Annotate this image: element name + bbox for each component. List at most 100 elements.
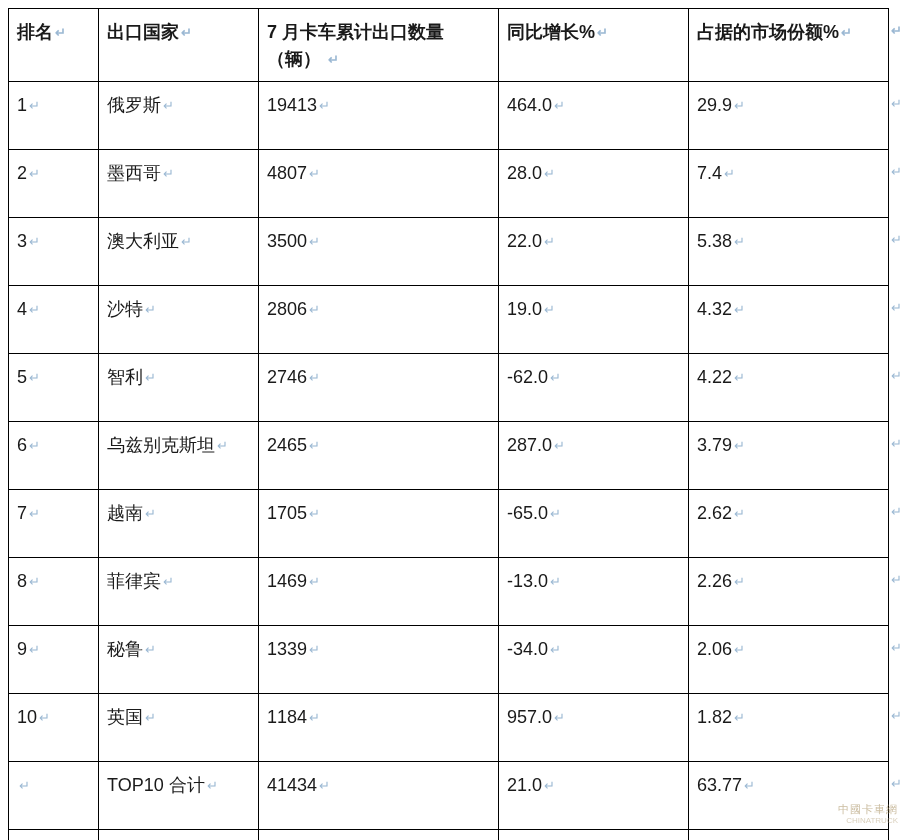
table-row: 5↵智利↵2746↵-62.0↵4.22↵↵ (9, 354, 889, 422)
header-country-text: 出口国家 (107, 22, 179, 42)
paragraph-mark-icon: ↵ (319, 96, 330, 116)
cell-rank-text: 8 (17, 571, 27, 591)
cell-rank-text: 3 (17, 231, 27, 251)
cell-rank-text: 2 (17, 163, 27, 183)
header-rank: 排名↵ (9, 9, 99, 82)
cell-growth-text: 22.0 (507, 231, 542, 251)
paragraph-mark-icon: ↵ (29, 164, 40, 184)
cell-growth-text: -34.0 (507, 639, 548, 659)
cell-share: 3.79↵↵ (689, 422, 889, 490)
cell-rank-text: 10 (17, 707, 37, 727)
cell-growth-text: 464.0 (507, 95, 552, 115)
cell-growth: 19.0↵ (499, 286, 689, 354)
paragraph-mark-icon: ↵ (163, 572, 174, 592)
cell-qty-text: 1184 (267, 707, 307, 727)
cell-country-text: 智利 (107, 367, 143, 387)
header-qty: 7 月卡车累计出口数量 （辆） ↵ (259, 9, 499, 82)
paragraph-mark-icon: ↵ (163, 164, 174, 184)
paragraph-mark-icon: ↵ (145, 300, 156, 320)
paragraph-mark-icon: ↵ (891, 94, 902, 114)
paragraph-mark-icon: ↵ (891, 230, 902, 250)
paragraph-mark-icon: ↵ (544, 164, 555, 184)
cell-rank: 7↵ (9, 490, 99, 558)
cell-qty: 4807↵ (259, 150, 499, 218)
cell-share: 63.77↵↵ (689, 762, 889, 830)
cell-qty: 3500↵ (259, 218, 499, 286)
cell-growth-text: 28.0 (507, 163, 542, 183)
paragraph-mark-icon: ↵ (734, 572, 745, 592)
paragraph-mark-icon: ↵ (309, 300, 320, 320)
paragraph-mark-icon: ↵ (724, 164, 735, 184)
paragraph-mark-icon: ↵ (734, 436, 745, 456)
paragraph-mark-icon: ↵ (39, 708, 50, 728)
cell-country: 秘鲁↵ (99, 626, 259, 694)
paragraph-mark-icon: ↵ (145, 640, 156, 660)
table-row: 7↵越南↵1705↵-65.0↵2.62↵↵ (9, 490, 889, 558)
paragraph-mark-icon: ↵ (734, 232, 745, 252)
paragraph-mark-icon: ↵ (309, 708, 320, 728)
cell-rank-text: 7 (17, 503, 27, 523)
cell-share: 4.32↵↵ (689, 286, 889, 354)
cell-share: 2.26↵↵ (689, 558, 889, 626)
cell-share: 7.4↵↵ (689, 150, 889, 218)
cell-country-text: 秘鲁 (107, 639, 143, 659)
cell-qty: 2746↵ (259, 354, 499, 422)
cell-qty: 1469↵ (259, 558, 499, 626)
cell-qty-text: 2806 (267, 299, 307, 319)
cell-rank: 6↵ (9, 422, 99, 490)
paragraph-mark-icon: ↵ (841, 23, 852, 43)
cell-rank-text: 4 (17, 299, 27, 319)
header-rank-text: 排名 (17, 22, 53, 42)
cell-growth: 28.0↵ (499, 150, 689, 218)
cell-rank: 4↵ (9, 286, 99, 354)
cell-country-text: 澳大利亚 (107, 231, 179, 251)
paragraph-mark-icon: ↵ (309, 368, 320, 388)
cell-growth-text: 21.0 (507, 775, 542, 795)
paragraph-mark-icon: ↵ (217, 436, 228, 456)
paragraph-mark-icon: ↵ (891, 298, 902, 318)
paragraph-mark-icon: ↵ (734, 708, 745, 728)
cell-country: 英国↵ (99, 694, 259, 762)
cell-qty-text: 3500 (267, 231, 307, 251)
cell-growth: -13.0↵ (499, 558, 689, 626)
cell-qty: 1184↵ (259, 694, 499, 762)
cell-growth: 957.0↵ (499, 694, 689, 762)
paragraph-mark-icon: ↵ (145, 504, 156, 524)
cell-share-text: 5.38 (697, 231, 732, 251)
paragraph-mark-icon: ↵ (550, 640, 561, 660)
paragraph-mark-icon: ↵ (891, 502, 902, 522)
paragraph-mark-icon: ↵ (309, 436, 320, 456)
cell-rank: 9↵ (9, 626, 99, 694)
table-row: 10↵英国↵1184↵957.0↵1.82↵↵ (9, 694, 889, 762)
cell-country: 乌兹别克斯坦↵ (99, 422, 259, 490)
paragraph-mark-icon: ↵ (29, 232, 40, 252)
cell-share: 2.62↵↵ (689, 490, 889, 558)
paragraph-mark-icon: ↵ (319, 776, 330, 796)
cell-rank: ↵ (9, 830, 99, 841)
cell-share: 5.38↵↵ (689, 218, 889, 286)
cell-growth: -62.0↵ (499, 354, 689, 422)
cell-growth: 464.0↵ (499, 82, 689, 150)
cell-share-text: 4.22 (697, 367, 732, 387)
cell-country: 越南↵ (99, 490, 259, 558)
cell-rank: 2↵ (9, 150, 99, 218)
cell-country: 行业出口↵ (99, 830, 259, 841)
paragraph-mark-icon: ↵ (891, 774, 902, 794)
cell-share-text: 3.79 (697, 435, 732, 455)
table-row: ↵行业出口↵64904↵17.0↵100.0↵↵ (9, 830, 889, 841)
cell-growth-text: 957.0 (507, 707, 552, 727)
cell-growth: 287.0↵ (499, 422, 689, 490)
cell-share: 1.82↵↵ (689, 694, 889, 762)
cell-growth: -65.0↵ (499, 490, 689, 558)
cell-share-text: 29.9 (697, 95, 732, 115)
cell-country-text: 乌兹别克斯坦 (107, 435, 215, 455)
paragraph-mark-icon: ↵ (207, 776, 218, 796)
paragraph-mark-icon: ↵ (891, 434, 902, 454)
cell-growth: 21.0↵ (499, 762, 689, 830)
paragraph-mark-icon: ↵ (734, 300, 745, 320)
cell-qty-text: 2465 (267, 435, 307, 455)
header-growth-text: 同比增长% (507, 22, 595, 42)
export-table: 排名↵ 出口国家↵ 7 月卡车累计出口数量 （辆） ↵ 同比增长%↵ 占据的市场… (8, 8, 889, 840)
paragraph-mark-icon: ↵ (309, 164, 320, 184)
paragraph-mark-icon: ↵ (554, 96, 565, 116)
